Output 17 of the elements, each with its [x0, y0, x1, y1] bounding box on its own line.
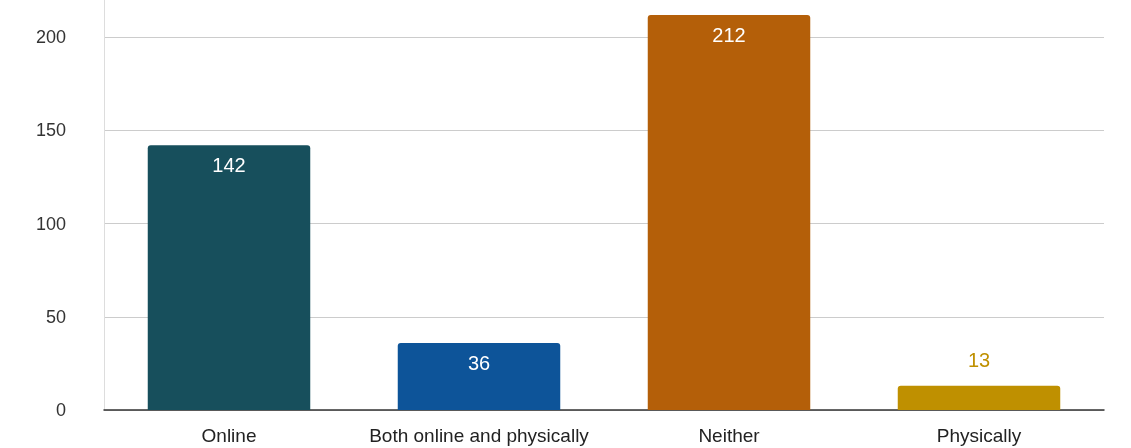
data-label: 142 — [212, 154, 246, 177]
data-label: 36 — [467, 351, 491, 374]
y-tick-label: 200 — [35, 27, 66, 48]
x-tick-label: Online — [201, 425, 257, 446]
data-label: 212 — [712, 23, 746, 46]
x-tick-label: Both online and physically — [369, 425, 590, 446]
x-tick-label: Neither — [698, 425, 761, 446]
y-tick-label: 50 — [45, 306, 66, 327]
bar — [897, 385, 1061, 410]
x-tick-label: Physically — [936, 425, 1022, 446]
bar — [647, 14, 811, 410]
y-tick-label: 150 — [35, 120, 66, 141]
y-tick-label: 0 — [55, 400, 66, 420]
bar — [147, 145, 311, 410]
data-label: 13 — [967, 348, 991, 371]
y-tick-label: 100 — [35, 213, 66, 234]
bar — [397, 342, 561, 410]
